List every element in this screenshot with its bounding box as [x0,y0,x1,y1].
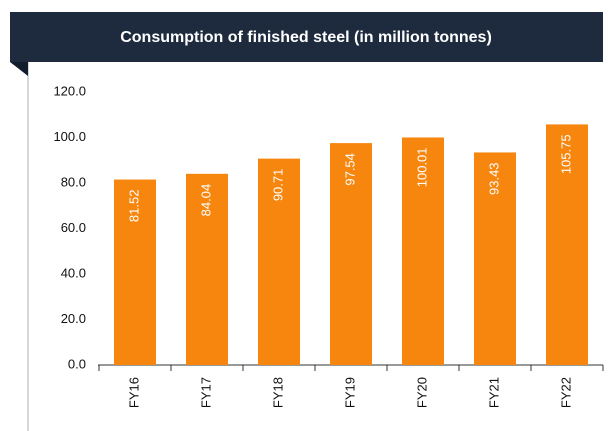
x-tick-label: FY21 [486,377,501,408]
x-tick-label: FY19 [342,377,357,408]
chart-title: Consumption of finished steel (in millio… [120,29,492,46]
data-label: 93.43 [486,162,501,195]
bar [402,137,444,365]
y-tick-label: 120.0 [53,83,86,98]
data-label: 105.75 [558,134,573,174]
title-banner [10,12,603,62]
y-tick-label: 20.0 [61,311,86,326]
y-tick-label: 40.0 [61,265,86,280]
x-tick-label: FY16 [126,377,141,408]
data-label: 100.01 [414,147,429,187]
y-tick-label: 80.0 [61,174,86,189]
data-label: 84.04 [198,184,213,217]
bar [186,173,228,365]
y-tick-label: 0.0 [68,356,86,371]
bar [474,152,516,365]
x-tick-label: FY17 [198,377,213,408]
y-tick-label: 100.0 [53,129,86,144]
y-tick-label: 60.0 [61,220,86,235]
bar [330,143,372,365]
bar [258,158,300,365]
bar [114,179,156,365]
data-label: 90.71 [270,169,285,202]
x-tick-label: FY22 [558,377,573,408]
banner-fold [10,62,28,76]
data-label: 97.54 [342,153,357,186]
x-tick-label: FY18 [270,377,285,408]
x-tick-label: FY20 [414,377,429,408]
bar [546,124,588,365]
data-label: 81.52 [126,190,141,223]
